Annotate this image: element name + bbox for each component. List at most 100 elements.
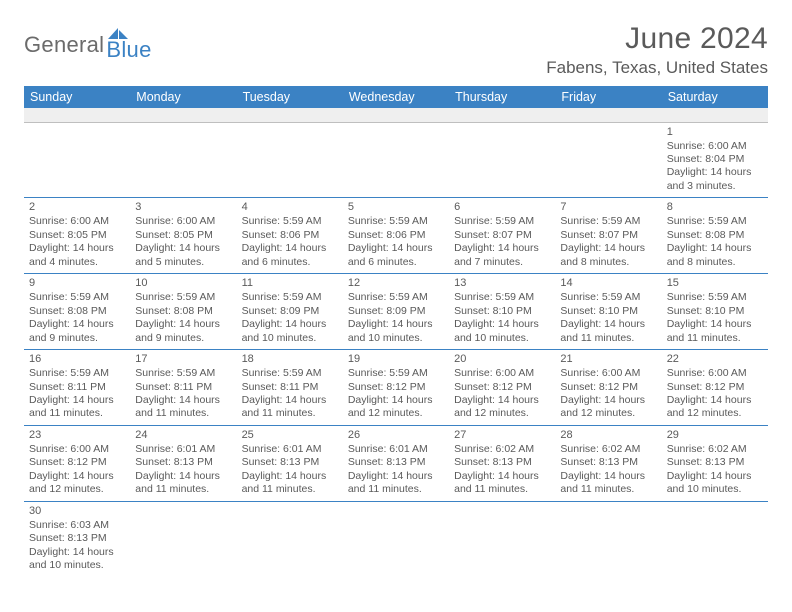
sunrise-line: Sunrise: 6:00 AM	[29, 215, 125, 228]
day-cell: 13Sunrise: 5:59 AMSunset: 8:10 PMDayligh…	[449, 274, 555, 350]
empty-cell	[449, 122, 555, 198]
blank-cell	[449, 108, 555, 122]
sunset-line: Sunset: 8:12 PM	[667, 381, 763, 394]
sunrise-line: Sunrise: 6:02 AM	[667, 443, 763, 456]
daylight-line: Daylight: 14 hours and 5 minutes.	[135, 242, 231, 269]
empty-cell	[130, 122, 236, 198]
day-number: 28	[560, 428, 656, 442]
day-header: Monday	[130, 86, 236, 108]
daylight-line: Daylight: 14 hours and 9 minutes.	[29, 318, 125, 345]
daylight-line: Daylight: 14 hours and 12 minutes.	[348, 394, 444, 421]
sunrise-line: Sunrise: 6:01 AM	[135, 443, 231, 456]
sunset-line: Sunset: 8:10 PM	[454, 305, 550, 318]
sunrise-line: Sunrise: 6:00 AM	[454, 367, 550, 380]
sunrise-line: Sunrise: 6:00 AM	[135, 215, 231, 228]
blank-cell	[662, 108, 768, 122]
day-number: 20	[454, 352, 550, 366]
day-number: 26	[348, 428, 444, 442]
calendar-table: Sunday Monday Tuesday Wednesday Thursday…	[24, 86, 768, 576]
day-number: 5	[348, 200, 444, 214]
day-cell: 22Sunrise: 6:00 AMSunset: 8:12 PMDayligh…	[662, 349, 768, 425]
sunrise-line: Sunrise: 6:00 AM	[667, 140, 763, 153]
day-cell: 11Sunrise: 5:59 AMSunset: 8:09 PMDayligh…	[237, 274, 343, 350]
day-header: Tuesday	[237, 86, 343, 108]
brand-logo: General Blue	[24, 26, 152, 63]
daylight-line: Daylight: 14 hours and 10 minutes.	[29, 546, 125, 573]
daylight-line: Daylight: 14 hours and 8 minutes.	[667, 242, 763, 269]
day-cell: 4Sunrise: 5:59 AMSunset: 8:06 PMDaylight…	[237, 198, 343, 274]
sunrise-line: Sunrise: 5:59 AM	[135, 367, 231, 380]
daylight-line: Daylight: 14 hours and 4 minutes.	[29, 242, 125, 269]
sunrise-line: Sunrise: 5:59 AM	[135, 291, 231, 304]
daylight-line: Daylight: 14 hours and 11 minutes.	[667, 318, 763, 345]
day-number: 4	[242, 200, 338, 214]
sunrise-line: Sunrise: 5:59 AM	[454, 215, 550, 228]
sunset-line: Sunset: 8:07 PM	[454, 229, 550, 242]
day-cell: 6Sunrise: 5:59 AMSunset: 8:07 PMDaylight…	[449, 198, 555, 274]
daylight-line: Daylight: 14 hours and 6 minutes.	[242, 242, 338, 269]
day-number: 16	[29, 352, 125, 366]
sunset-line: Sunset: 8:11 PM	[135, 381, 231, 394]
sunset-line: Sunset: 8:08 PM	[667, 229, 763, 242]
day-number: 14	[560, 276, 656, 290]
sunset-line: Sunset: 8:12 PM	[348, 381, 444, 394]
daylight-line: Daylight: 14 hours and 11 minutes.	[242, 470, 338, 497]
week-row: 9Sunrise: 5:59 AMSunset: 8:08 PMDaylight…	[24, 274, 768, 350]
day-number: 13	[454, 276, 550, 290]
sunrise-line: Sunrise: 5:59 AM	[242, 215, 338, 228]
daylight-line: Daylight: 14 hours and 11 minutes.	[135, 394, 231, 421]
day-cell: 28Sunrise: 6:02 AMSunset: 8:13 PMDayligh…	[555, 425, 661, 501]
day-number: 17	[135, 352, 231, 366]
day-cell: 25Sunrise: 6:01 AMSunset: 8:13 PMDayligh…	[237, 425, 343, 501]
daylight-line: Daylight: 14 hours and 3 minutes.	[667, 166, 763, 193]
daylight-line: Daylight: 14 hours and 11 minutes.	[242, 394, 338, 421]
topbar: General Blue June 2024 Fabens, Texas, Un…	[24, 22, 768, 78]
calendar-page: General Blue June 2024 Fabens, Texas, Un…	[0, 0, 792, 612]
sunrise-line: Sunrise: 6:01 AM	[242, 443, 338, 456]
sunrise-line: Sunrise: 6:00 AM	[560, 367, 656, 380]
day-number: 27	[454, 428, 550, 442]
day-number: 24	[135, 428, 231, 442]
week-row: 16Sunrise: 5:59 AMSunset: 8:11 PMDayligh…	[24, 349, 768, 425]
sunrise-line: Sunrise: 5:59 AM	[560, 215, 656, 228]
daylight-line: Daylight: 14 hours and 7 minutes.	[454, 242, 550, 269]
day-cell: 2Sunrise: 6:00 AMSunset: 8:05 PMDaylight…	[24, 198, 130, 274]
empty-cell	[555, 122, 661, 198]
day-cell: 23Sunrise: 6:00 AMSunset: 8:12 PMDayligh…	[24, 425, 130, 501]
daylight-line: Daylight: 14 hours and 12 minutes.	[29, 470, 125, 497]
sunset-line: Sunset: 8:06 PM	[348, 229, 444, 242]
sunrise-line: Sunrise: 6:02 AM	[560, 443, 656, 456]
day-cell: 14Sunrise: 5:59 AMSunset: 8:10 PMDayligh…	[555, 274, 661, 350]
day-cell: 26Sunrise: 6:01 AMSunset: 8:13 PMDayligh…	[343, 425, 449, 501]
sunset-line: Sunset: 8:04 PM	[667, 153, 763, 166]
blank-row	[24, 108, 768, 122]
daylight-line: Daylight: 14 hours and 12 minutes.	[454, 394, 550, 421]
day-number: 12	[348, 276, 444, 290]
blank-cell	[555, 108, 661, 122]
empty-cell	[24, 122, 130, 198]
blank-cell	[237, 108, 343, 122]
day-cell: 21Sunrise: 6:00 AMSunset: 8:12 PMDayligh…	[555, 349, 661, 425]
daylight-line: Daylight: 14 hours and 11 minutes.	[29, 394, 125, 421]
sunrise-line: Sunrise: 6:03 AM	[29, 519, 125, 532]
sunset-line: Sunset: 8:10 PM	[667, 305, 763, 318]
brand-right: Blue	[106, 26, 151, 63]
week-row: 23Sunrise: 6:00 AMSunset: 8:12 PMDayligh…	[24, 425, 768, 501]
daylight-line: Daylight: 14 hours and 10 minutes.	[242, 318, 338, 345]
sunset-line: Sunset: 8:13 PM	[135, 456, 231, 469]
blank-cell	[343, 108, 449, 122]
day-cell: 27Sunrise: 6:02 AMSunset: 8:13 PMDayligh…	[449, 425, 555, 501]
day-number: 8	[667, 200, 763, 214]
sunrise-line: Sunrise: 5:59 AM	[667, 215, 763, 228]
sunrise-line: Sunrise: 5:59 AM	[454, 291, 550, 304]
empty-cell	[662, 501, 768, 576]
day-cell: 24Sunrise: 6:01 AMSunset: 8:13 PMDayligh…	[130, 425, 236, 501]
blank-cell	[24, 108, 130, 122]
daylight-line: Daylight: 14 hours and 12 minutes.	[560, 394, 656, 421]
day-number: 21	[560, 352, 656, 366]
sunset-line: Sunset: 8:06 PM	[242, 229, 338, 242]
daylight-line: Daylight: 14 hours and 11 minutes.	[454, 470, 550, 497]
day-number: 2	[29, 200, 125, 214]
day-cell: 7Sunrise: 5:59 AMSunset: 8:07 PMDaylight…	[555, 198, 661, 274]
sunset-line: Sunset: 8:13 PM	[454, 456, 550, 469]
